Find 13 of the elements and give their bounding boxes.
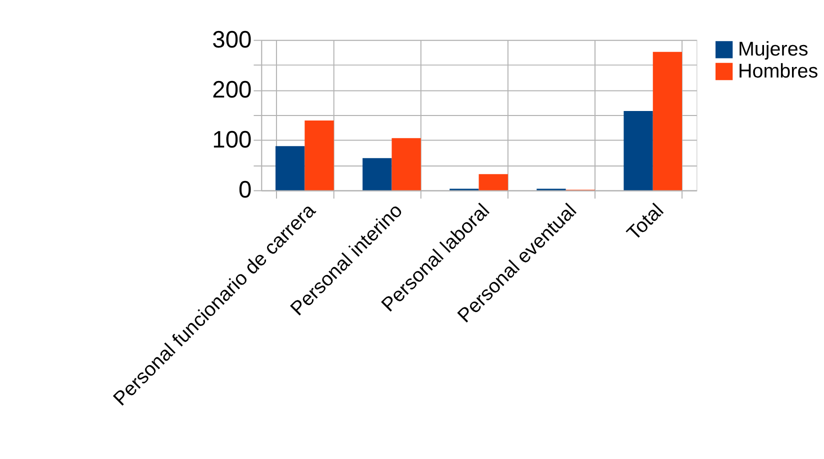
bar [276,146,305,190]
y-tick-label: 300 [212,27,252,54]
y-tick-label: 100 [212,128,252,154]
bar [304,120,334,190]
y-tick-label: 0 [238,178,252,204]
legend-label: Mujeres [738,38,808,61]
bar [624,111,653,190]
bar [478,174,508,190]
bar [652,52,682,190]
legend-label: Hombres [738,60,818,82]
bar [392,138,421,190]
y-tick-label: 200 [212,77,252,104]
bar [362,158,392,190]
